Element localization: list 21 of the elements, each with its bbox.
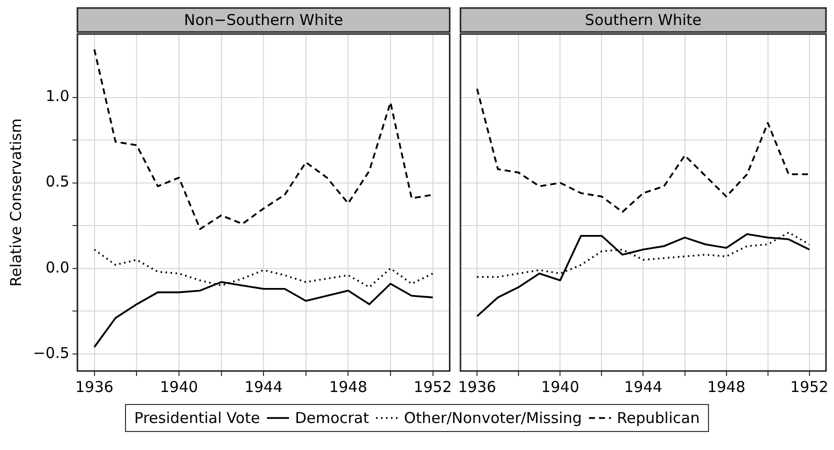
x-tick-label: 1948 <box>707 378 746 396</box>
y-axis-title: Relative Conservatism <box>6 118 25 287</box>
x-tick-label: 1952 <box>790 378 828 396</box>
x-tick-label: 1952 <box>414 378 452 396</box>
legend-label: Democrat <box>294 409 370 427</box>
x-tick-label: 1948 <box>329 378 368 396</box>
y-tick-label: 1.0 <box>46 87 70 106</box>
y-tick-label: 0.0 <box>46 258 70 276</box>
legend-label: Republican <box>616 409 700 427</box>
x-tick-label: 1944 <box>244 378 283 396</box>
legend-label: Other/Nonvoter/Missing <box>404 409 582 427</box>
chart-title: Non−Southern White <box>184 10 344 29</box>
x-tick-label: 1940 <box>541 378 580 396</box>
legend-title: Presidential Vote <box>134 409 260 427</box>
y-tick-label: 0.5 <box>46 172 70 191</box>
chart-title: Southern White <box>584 10 702 29</box>
x-tick-label: 1944 <box>624 378 662 396</box>
x-tick-label: 1936 <box>75 378 114 396</box>
x-tick-label: 1940 <box>160 378 198 396</box>
x-tick-label: 1936 <box>458 378 496 396</box>
y-tick-label: −0.5 <box>32 344 70 362</box>
